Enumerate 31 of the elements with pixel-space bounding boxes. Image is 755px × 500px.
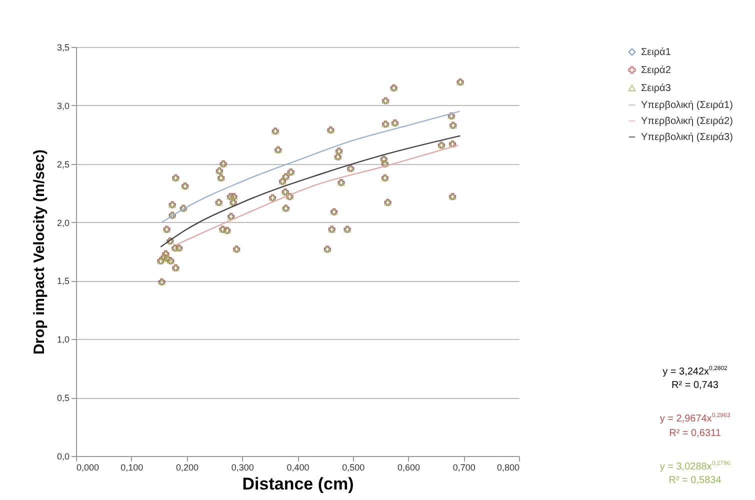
- x-tick-label: 0,700: [452, 462, 476, 472]
- y-tick-label: 0,0: [56, 452, 70, 462]
- y-tick-label: 1,5: [56, 276, 70, 286]
- legend-label: Σειρά2: [641, 65, 672, 76]
- y-tick-label: 1,0: [56, 334, 70, 345]
- legend-label: Σειρά1: [641, 47, 672, 58]
- text: R² = 0,743: [670, 379, 720, 394]
- legend-label: Υπερβολική (Σειρά3): [641, 132, 733, 143]
- x-tick-label: 0,800: [496, 462, 520, 472]
- x-tick-label: 0,600: [397, 462, 420, 472]
- x-tick-label: 0,100: [120, 462, 144, 472]
- y-tick-label: 0,5: [56, 393, 70, 404]
- x-axis-title: Distance (cm): [242, 474, 354, 494]
- x-tick-label: 0,500: [342, 462, 365, 472]
- legend-label: Υπερβολική (Σειρά2): [641, 116, 733, 127]
- text: R² = 0,6311: [668, 426, 722, 441]
- text: y = 2,9674x$^{0,2963}$: [658, 412, 732, 427]
- x-tick-label: 0,400: [286, 462, 310, 472]
- text: y = 3,0288x$^{0,2796}$: [658, 460, 732, 474]
- y-tick-label: 3,0: [56, 100, 70, 111]
- legend-label: Σειρά3: [641, 83, 672, 94]
- legend-label: Υπερβολική (Σειρά1): [641, 100, 733, 111]
- y-tick-label: 2,5: [56, 159, 70, 170]
- text: R² = 0,5834: [668, 474, 722, 488]
- x-tick-label: 0,300: [231, 462, 254, 472]
- y-tick-label: 2,0: [56, 218, 70, 228]
- x-tick-label: 0,200: [176, 462, 199, 472]
- y-tick-label: 3,5: [56, 42, 70, 52]
- y-axis-title: Drop impact Velocity (m/sec): [30, 149, 48, 355]
- x-tick-label: 0,000: [76, 462, 100, 472]
- text: y = 3,242x$^{0,2802}$: [662, 364, 728, 380]
